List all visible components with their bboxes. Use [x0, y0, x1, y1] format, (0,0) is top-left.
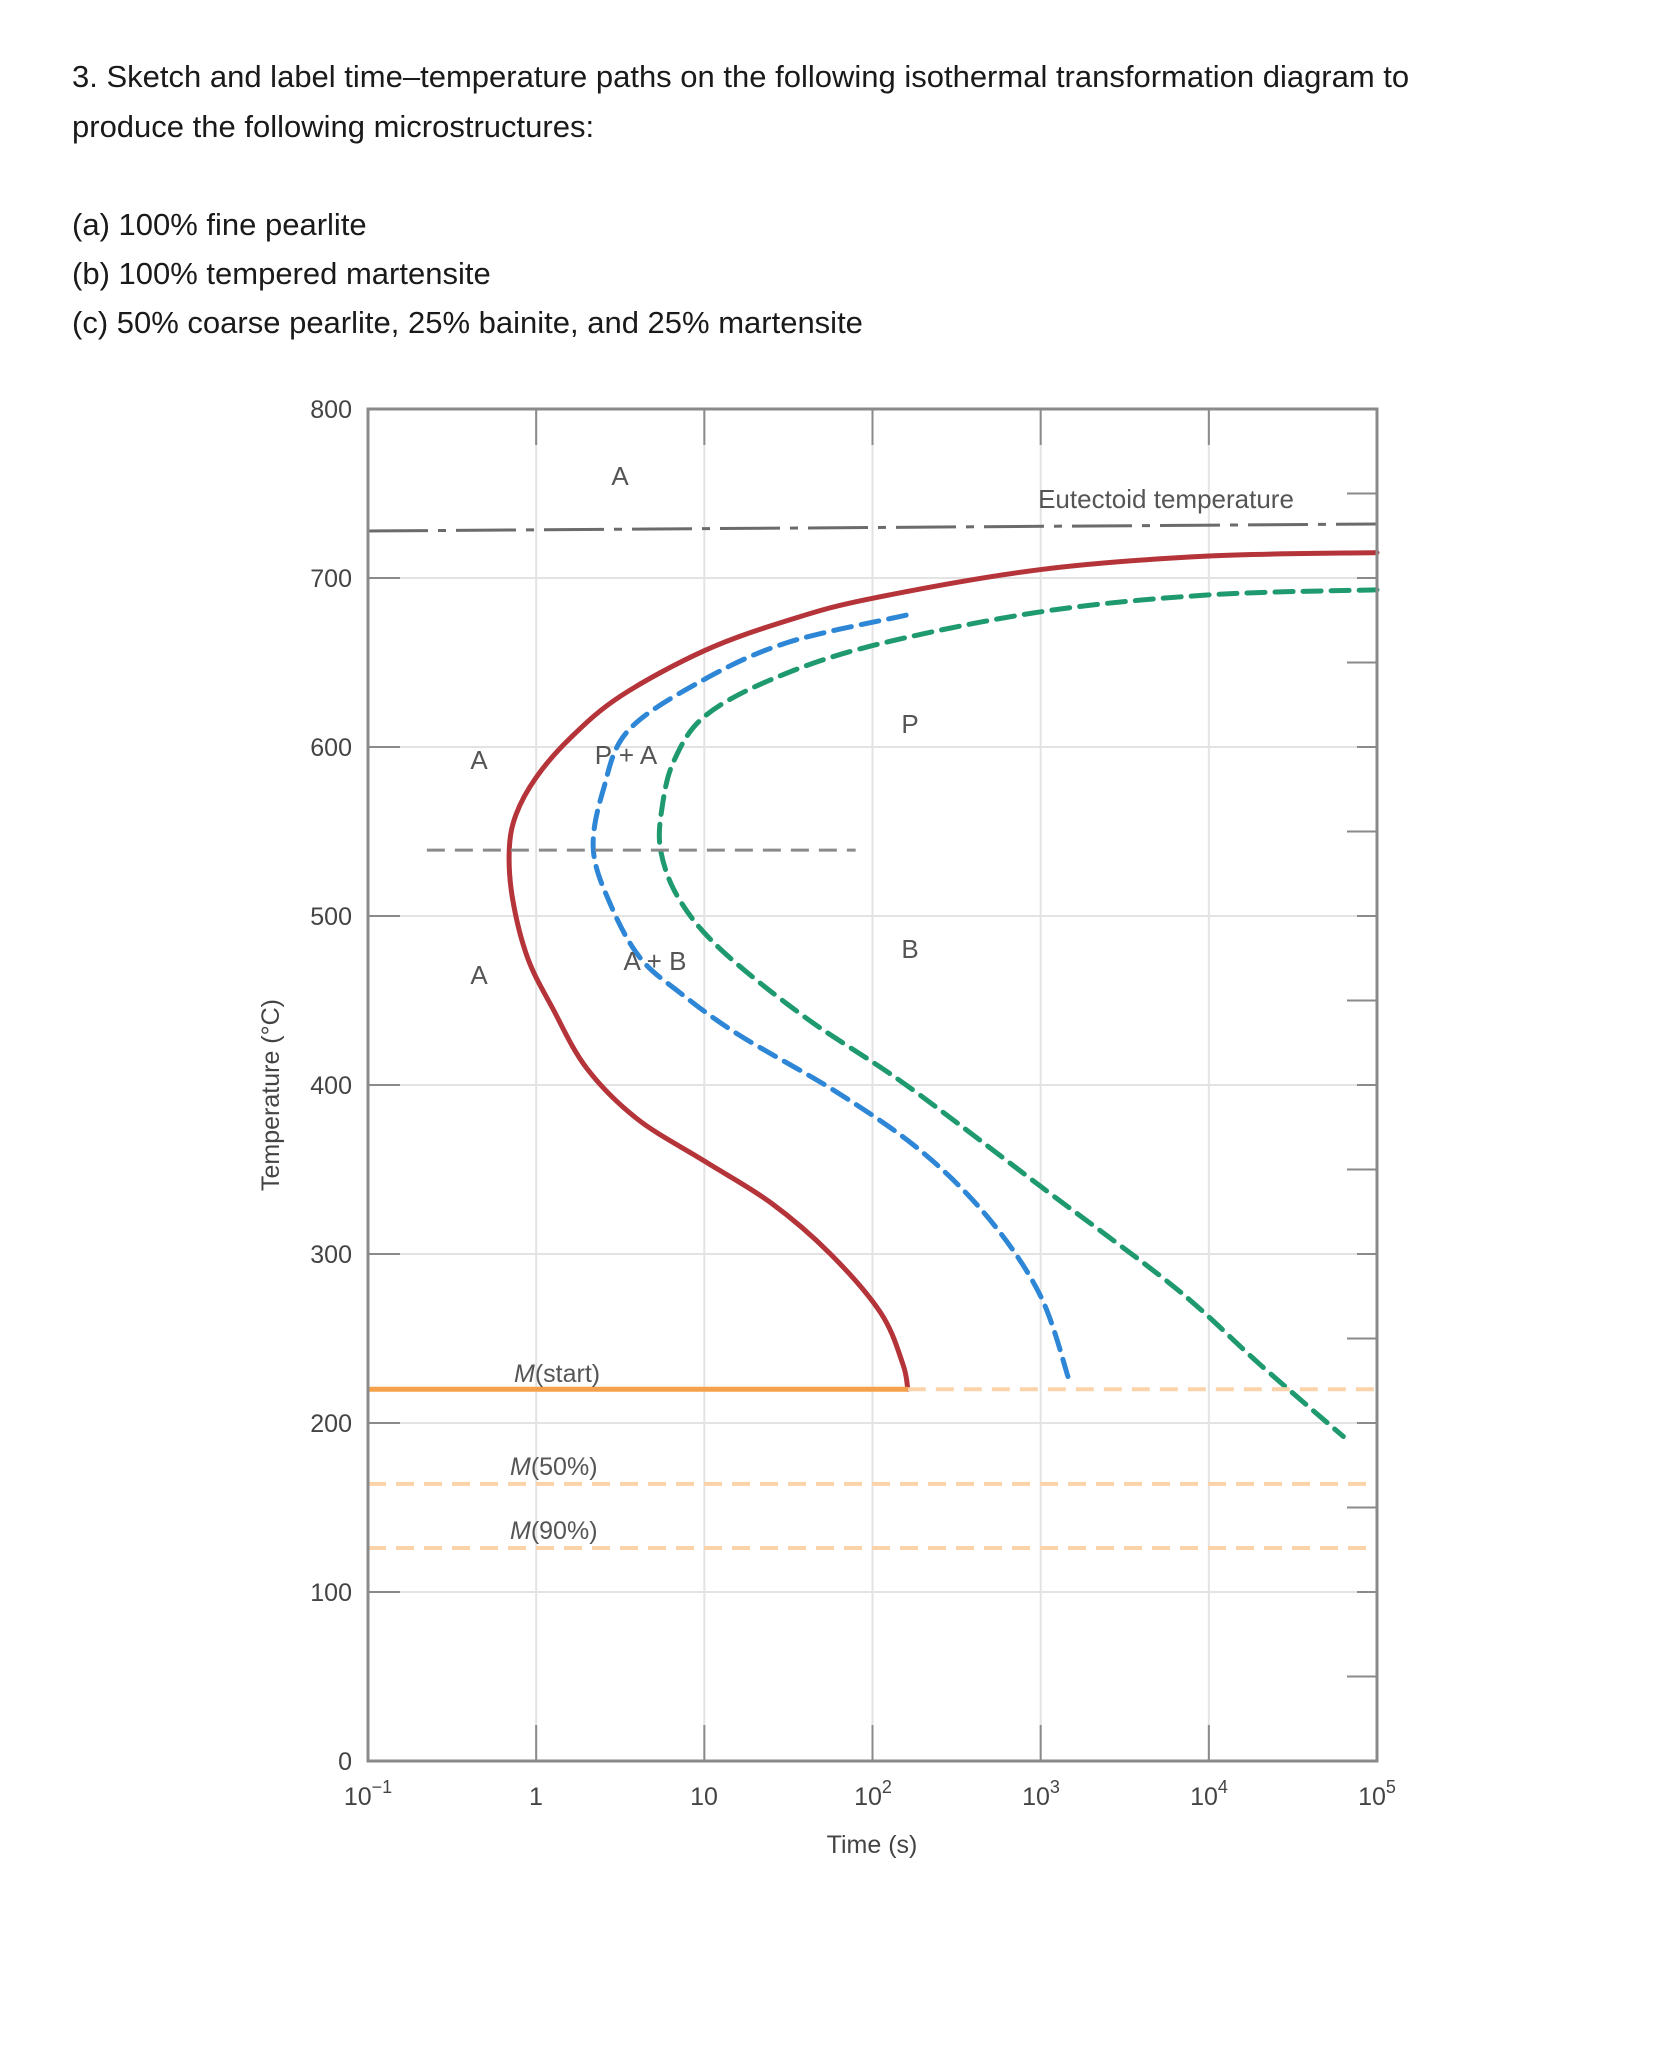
region-label-austenite-bainite: A + B — [624, 946, 687, 976]
region-label-pearlite: P — [901, 709, 918, 739]
y-tick-100: 100 — [310, 1579, 352, 1607]
region-label-pearlite-austenite: P + A — [595, 740, 658, 770]
grid-lines — [368, 409, 1377, 1761]
x-tick-1000: 103 — [1022, 1777, 1060, 1811]
x-tick-10: 10 — [690, 1783, 718, 1811]
x-tick-0.1: 10−1 — [344, 1777, 392, 1811]
item-b: (b) 100% tempered martensite — [72, 256, 491, 291]
y-tick-400: 400 — [310, 1072, 352, 1100]
item-c: (c) 50% coarse pearlite, 25% bainite, an… — [72, 305, 863, 340]
eutectoid-line — [367, 522, 1378, 533]
axis-ticks — [368, 409, 1377, 1761]
region-label-austenite-top: A — [611, 461, 629, 491]
eutectoid-label: Eutectoid temperature — [1038, 484, 1294, 514]
y-tick-300: 300 — [310, 1241, 352, 1269]
x-tick-10000: 104 — [1190, 1777, 1228, 1811]
question-text-line1: 3. Sketch and label time–temperature pat… — [72, 59, 1410, 94]
y-tick-200: 200 — [310, 1410, 352, 1438]
m-50-label: M(50%) — [510, 1453, 598, 1481]
y-tick-labels: 0 100 200 300 400 500 600 700 800 — [310, 396, 352, 1776]
question-prompt: 3. Sketch and label time–temperature pat… — [72, 52, 1632, 152]
x-tick-labels: 10−1 1 10 102 103 104 105 — [344, 1777, 1396, 1811]
y-tick-700: 700 — [310, 565, 352, 593]
50-transformation-curve — [590, 612, 1072, 1384]
question-items: (a) 100% fine pearlite (b) 100% tempered… — [72, 200, 863, 347]
x-tick-100: 102 — [854, 1777, 892, 1811]
m-start-label: M(start) — [514, 1360, 600, 1388]
m-90-label: M(90%) — [510, 1517, 598, 1545]
y-tick-600: 600 — [310, 734, 352, 762]
y-axis-title: Temperature (°C) — [257, 999, 285, 1191]
transformation-finish-100--curve — [656, 587, 1380, 1440]
y-tick-800: 800 — [310, 396, 352, 424]
plot-frame — [366, 407, 1379, 1763]
x-tick-1: 1 — [529, 1783, 543, 1811]
y-tick-500: 500 — [310, 903, 352, 931]
region-label-bainite: B — [901, 934, 918, 964]
item-a: (a) 100% fine pearlite — [72, 207, 367, 242]
region-label-austenite-low: A — [470, 960, 488, 990]
y-tick-0: 0 — [338, 1748, 352, 1776]
transformation-start-0--curve — [506, 550, 1380, 1392]
question-text-line2: produce the following microstructures: — [72, 109, 595, 144]
region-label-austenite: A — [470, 745, 488, 775]
curves — [367, 522, 1380, 1551]
x-tick-100000: 105 — [1358, 1777, 1396, 1811]
x-axis-title: Time (s) — [827, 1831, 918, 1859]
